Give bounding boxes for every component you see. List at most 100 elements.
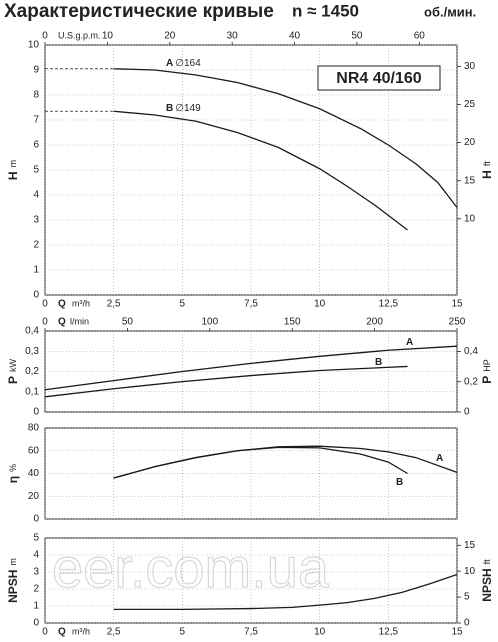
curve-label: B [375,357,382,368]
y2-tick-label: 30 [464,61,476,72]
curve [113,68,458,208]
x-axis-unit: m³/h [72,626,90,636]
title: Характеристические кривые [4,1,274,22]
y-tick-label: 0 [33,290,39,301]
x-tick-label: 2,5 [107,299,121,310]
y-tick-label: 6 [33,140,39,151]
x-tick-label: 10 [314,299,326,310]
x-tick-label: 12,5 [379,627,399,638]
x-axis-label: Q [58,299,66,310]
curve-label: B [396,477,403,488]
x-tick-label: 0 [42,299,48,310]
x-tick-label: 5 [180,627,186,638]
y-tick-label: 8 [33,90,39,101]
x2-tick-label: 50 [122,317,134,328]
y2-tick-label: 0,2 [464,376,478,387]
curve-note: ∅164 [175,58,201,69]
y2-tick-label: 0 [464,407,470,418]
speed: n ≈ 1450 [292,1,359,20]
axis-title: η% [6,464,20,483]
y-tick-label: 40 [28,468,40,479]
y-tick-label: 20 [28,491,40,502]
axis-unit: ft [482,161,492,167]
x2-tick-label: 250 [449,317,466,328]
x2-tick-label: 40 [289,31,301,42]
y-tick-label: 5 [33,533,39,544]
y-tick-label: 80 [28,423,40,434]
x2-tick-label: 10 [102,31,114,42]
axis-unit: ft [482,559,492,565]
x2-tick-label: 150 [284,317,301,328]
y2-tick-label: 20 [464,137,476,148]
curve-label: A ∅164 [166,58,201,69]
y-tick-label: 0,3 [25,346,39,357]
y-tick-label: 1 [33,265,39,276]
x-axis-label: Q [58,627,66,638]
y-tick-label: 5 [33,165,39,176]
axis-unit: m [8,160,18,168]
curve [44,365,408,398]
y-tick-label: 2 [33,584,39,595]
axis-title: Hm [6,160,20,180]
x2-tick-label: 0 [42,317,48,328]
axis-title: PkW [6,358,20,384]
axis-unit: % [8,464,18,472]
x2-tick-label: 60 [414,31,426,42]
x-tick-label: 15 [451,627,463,638]
curve-name: B [166,103,173,114]
model-name: NR4 40/160 [336,70,421,87]
axis-title: P HP [480,359,494,384]
curve [113,110,408,231]
x2-tick-label: 0 [42,31,48,42]
y2-tick-label: 5 [464,592,470,603]
y-tick-label: 3 [33,215,39,226]
axis-title: NPSH ft [480,559,494,602]
axis-unit: kW [8,358,18,372]
y2-tick-label: 25 [464,99,476,110]
curve-name: A [436,453,443,464]
y-tick-label: 1 [33,601,39,612]
x-tick-label: 15 [451,299,463,310]
curve [113,573,458,611]
y-tick-label: 7 [33,115,39,126]
axis-label: P [480,376,494,384]
y2-tick-label: 15 [464,540,476,551]
y-tick-label: 3 [33,567,39,578]
x-tick-label: 12,5 [379,299,399,310]
x2-tick-label: 30 [227,31,239,42]
y-tick-label: 10 [28,40,40,51]
y-tick-label: 9 [33,65,39,76]
curve-name: B [375,357,382,368]
y2-tick-label: 10 [464,213,476,224]
curve-name: A [166,58,173,69]
y2-tick-label: 15 [464,175,476,186]
x2-axis-label: U.S.g.p.m. [58,30,101,40]
curve [44,345,458,391]
watermark: eer.com.ua [52,536,330,599]
y-tick-label: 2 [33,240,39,251]
axis-unit: HP [482,359,492,372]
x-tick-label: 0 [42,627,48,638]
speed-unit: об./мин. [424,4,476,19]
x2-tick-label: 200 [366,317,383,328]
y-tick-label: 0 [33,407,39,418]
curve-name: B [396,477,403,488]
y-tick-label: 0,4 [25,326,39,337]
axis-label: H [480,170,494,179]
curve-note: ∅149 [175,103,201,114]
axis-title: Hft [480,161,494,179]
y-tick-label: 0,2 [25,366,39,377]
axis-title: NPSH m [6,558,20,603]
x-tick-label: 10 [314,627,326,638]
axis-label: H [6,171,20,180]
x-axis-unit: m³/h [72,298,90,308]
model-box [317,65,441,91]
axis-unit: m [8,558,18,566]
y2-tick-label: 10 [464,566,476,577]
y-tick-label: 0 [33,514,39,525]
y-tick-label: 0,1 [25,386,39,397]
curve-label: B ∅149 [166,103,201,114]
x2-tick-label: 100 [201,317,218,328]
y-tick-label: 0 [33,618,39,629]
